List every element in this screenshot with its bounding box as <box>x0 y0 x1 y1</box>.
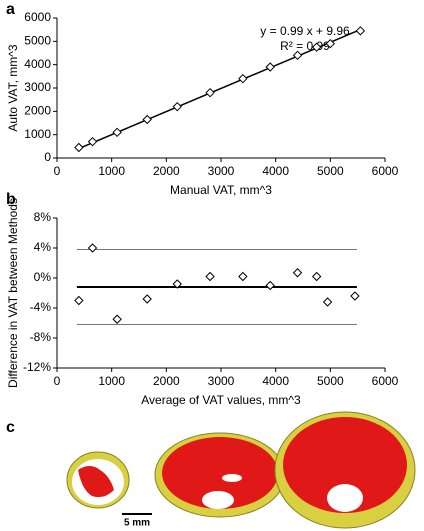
y-tick-label: 8% <box>34 210 52 224</box>
x-tick-label: 3000 <box>208 374 235 388</box>
x-axis-title: Average of VAT values, mm^3 <box>141 393 301 407</box>
slice-medium-gap <box>222 474 242 482</box>
point <box>172 101 182 112</box>
point <box>355 26 366 36</box>
x-tick-label: 1000 <box>98 374 125 388</box>
x-tick-label: 4000 <box>262 164 289 178</box>
point <box>205 87 215 98</box>
x-tick-label: 0 <box>54 374 61 388</box>
x-tick-label: 5000 <box>317 374 344 388</box>
x-tick-label: 3000 <box>208 164 235 178</box>
point <box>172 279 182 289</box>
y-tick-label: 4% <box>34 240 52 254</box>
y-tick-label: -8% <box>30 330 52 344</box>
fit-equation: y = 0.99 x + 9.96 <box>260 24 350 38</box>
slice-medium-spine <box>202 491 234 509</box>
x-tick-label: 4000 <box>262 374 289 388</box>
point <box>112 314 122 324</box>
panel-c-images <box>66 411 416 529</box>
panel-label: b <box>6 191 16 208</box>
point <box>325 38 336 49</box>
point <box>74 142 84 153</box>
y-tick-label: 0 <box>44 150 51 164</box>
point <box>322 297 333 307</box>
point <box>142 294 152 304</box>
fit-line <box>78 28 361 150</box>
point <box>292 268 303 278</box>
point <box>74 295 84 306</box>
point <box>238 271 248 282</box>
x-tick-label: 1000 <box>98 164 125 178</box>
x-tick-label: 2000 <box>153 164 180 178</box>
x-tick-label: 0 <box>54 164 61 178</box>
point <box>265 280 275 291</box>
point <box>205 271 215 282</box>
slice-large-spine <box>327 484 363 512</box>
point <box>311 42 322 52</box>
y-tick-label: 4000 <box>24 57 51 71</box>
panel-label: c <box>6 419 15 436</box>
point <box>112 127 122 138</box>
y-tick-label: -12% <box>23 360 51 374</box>
fit-r2: R² = 0.99 <box>280 39 330 53</box>
x-tick-label: 6000 <box>372 164 399 178</box>
y-tick-label: 6000 <box>24 10 51 24</box>
y-axis-title: Auto VAT, mm^3 <box>6 44 20 132</box>
point <box>142 114 152 125</box>
y-tick-label: -4% <box>30 300 52 314</box>
y-tick-label: 5000 <box>24 34 51 48</box>
point <box>87 136 98 147</box>
point <box>87 243 98 253</box>
point <box>265 62 275 72</box>
point <box>238 73 248 84</box>
point <box>311 271 322 282</box>
x-tick-label: 5000 <box>317 164 344 178</box>
slice-small-fat <box>78 466 114 498</box>
panel-label: a <box>6 1 15 18</box>
y-tick-label: 0% <box>34 270 52 284</box>
x-tick-label: 6000 <box>372 374 399 388</box>
y-axis-title: Difference in VAT between Methods <box>6 198 20 388</box>
point <box>350 291 360 301</box>
slice-large-fat <box>283 417 407 513</box>
scale-label: 5 mm <box>124 518 150 529</box>
y-tick-label: 2000 <box>24 104 51 118</box>
y-tick-label: 1000 <box>24 127 51 141</box>
x-tick-label: 2000 <box>153 374 180 388</box>
x-axis-title: Manual VAT, mm^3 <box>170 183 272 197</box>
point <box>292 50 303 61</box>
slice-medium-fat <box>162 437 278 509</box>
y-tick-label: 3000 <box>24 80 51 94</box>
